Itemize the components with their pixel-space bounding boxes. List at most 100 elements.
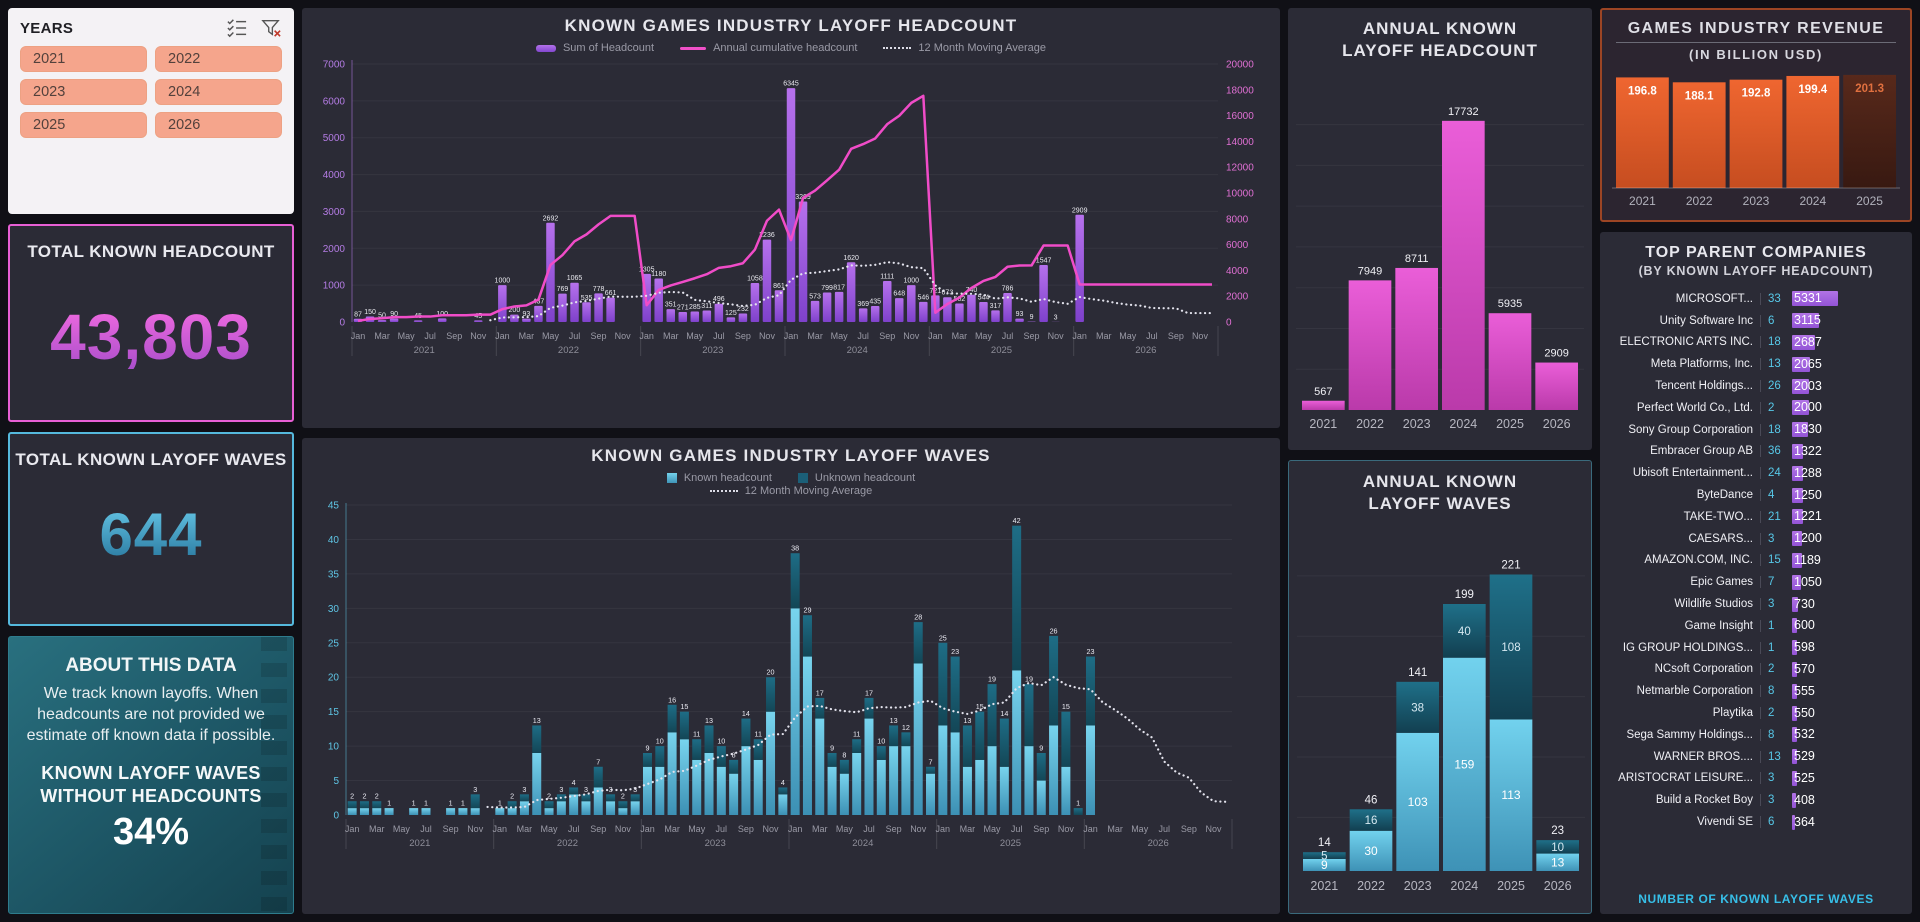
svg-text:14: 14 [1318,837,1331,849]
table-row[interactable]: Playtika 2 550 [1608,702,1904,724]
svg-text:2023: 2023 [702,345,723,356]
svg-text:2026: 2026 [1544,879,1572,893]
about-percentage: 34% [112,811,190,854]
table-row[interactable]: Game Insight 1 600 [1608,615,1904,637]
svg-text:30: 30 [1364,844,1378,858]
table-row[interactable]: Ubisoft Entertainment... 24 1288 [1608,462,1904,484]
svg-text:9: 9 [1321,858,1328,872]
company-headcount-value: 1322 [1794,443,1822,458]
table-row[interactable]: Wildlife Studios 3 730 [1608,593,1904,615]
table-row[interactable]: TAKE-TWO... 21 1221 [1608,506,1904,528]
svg-text:232: 232 [737,306,749,313]
svg-text:Sep: Sep [886,824,902,834]
company-headcount-value: 570 [1794,661,1815,676]
kpi-total-headcount: TOTAL KNOWN HEADCOUNT 43,803 [8,224,294,422]
monthly-headcount-chart[interactable]: 0 1000 2000 3000 4000 5000 6000 7000 0 2000 4000 60… [306,54,1276,395]
legend-swatch [680,46,707,50]
svg-text:Mar: Mar [374,331,390,341]
table-row[interactable]: Netmarble Corporation 8 555 [1608,680,1904,702]
headcount-bar [1792,618,1798,634]
svg-text:1111: 1111 [880,274,894,281]
table-row[interactable]: Tencent Holdings... 26 2003 [1608,375,1904,397]
svg-text:3: 3 [522,785,526,794]
annual-waves-chart[interactable]: 14 9 5 2021 46 30 16 2022 141 103 38 2023 199 159 40 20… [1293,515,1587,920]
table-row[interactable]: ByteDance 4 1250 [1608,484,1904,506]
table-row[interactable]: Sony Group Corporation 18 1830 [1608,419,1904,441]
svg-text:1180: 1180 [651,271,666,278]
table-row[interactable]: Perfect World Co., Ltd. 2 2000 [1608,397,1904,419]
table-row[interactable]: ARISTOCRAT LEISURE... 3 525 [1608,768,1904,790]
company-headcount-value: 525 [1794,770,1815,785]
kpi-total-waves-value: 644 [99,501,203,568]
monthly-waves-chart[interactable]: 0 5 10 15 20 25 30 35 40 45 2 2 2 1 1 1 1 1 3 1 2 3 13 2 3 4 3 7 3 2 3… [306,497,1276,902]
headcount-bar [1792,749,1797,765]
svg-text:103: 103 [1408,795,1428,809]
svg-text:28: 28 [914,613,922,622]
year-button-2023[interactable]: 2023 [20,79,147,105]
revenue-chart[interactable]: 196.8 2021 188.1 2022 192.8 2023 199.4 2024 201.… [1612,62,1900,219]
svg-text:11: 11 [693,730,700,739]
year-button-2024[interactable]: 2024 [155,79,282,105]
monthly-headcount-legend: Sum of Headcount Annual cumulative headco… [306,42,1276,54]
multi-select-icon[interactable] [226,18,248,38]
headcount-bar [1792,661,1797,677]
svg-text:Jul: Jul [713,331,725,341]
table-row[interactable]: WARNER BROS.... 13 529 [1608,746,1904,768]
table-row[interactable]: Embracer Group AB 36 1322 [1608,441,1904,463]
svg-text:661: 661 [605,290,617,297]
svg-text:1: 1 [461,799,465,808]
headcount-bar [1792,378,1810,394]
svg-text:2236: 2236 [759,232,775,239]
table-row[interactable]: Epic Games 7 1050 [1608,571,1904,593]
table-row[interactable]: Build a Rocket Boy 3 408 [1608,789,1904,811]
svg-text:7: 7 [596,757,600,766]
table-row[interactable]: Unity Software Inc 6 3115 [1608,310,1904,332]
svg-text:861: 861 [773,283,785,290]
table-row[interactable]: IG GROUP HOLDINGS... 1 598 [1608,637,1904,659]
svg-text:10: 10 [717,737,725,746]
clear-filter-icon[interactable] [260,18,282,38]
svg-text:2: 2 [547,792,551,801]
year-button-2025[interactable]: 2025 [20,112,147,138]
svg-text:573: 573 [809,293,821,300]
svg-text:Sep: Sep [443,824,459,834]
table-row[interactable]: Sega Sammy Holdings... 8 532 [1608,724,1904,746]
svg-text:2: 2 [510,792,514,801]
table-row[interactable]: MICROSOFT... 33 5331 [1608,288,1904,310]
svg-text:769: 769 [557,286,569,293]
companies-panel: TOP PARENT COMPANIES (BY KNOWN LAYOFF HE… [1600,232,1912,914]
svg-text:221: 221 [1501,560,1520,572]
svg-text:Jul: Jul [1002,331,1014,341]
svg-text:2021: 2021 [409,838,430,849]
table-row[interactable]: Vivendi SE 6 364 [1608,811,1904,833]
svg-text:16: 16 [1365,815,1378,827]
table-row[interactable]: Meta Platforms, Inc. 13 2065 [1608,353,1904,375]
headcount-bar [1792,770,1797,786]
year-button-2022[interactable]: 2022 [155,46,282,72]
table-row[interactable]: ELECTRONIC ARTS INC. 18 2687 [1608,332,1904,354]
legend-item: Sum of Headcount [535,42,654,54]
svg-text:2023: 2023 [1403,417,1431,431]
company-headcount-value: 364 [1794,814,1815,829]
svg-text:Jul: Jul [1159,824,1171,834]
table-row[interactable]: NCsoft Corporation 2 570 [1608,659,1904,681]
table-row[interactable]: CAESARS... 3 1200 [1608,528,1904,550]
annual-headcount-panel: ANNUAL KNOWN LAYOFF HEADCOUNT 567 2021 794… [1288,8,1592,450]
company-headcount-cell: 529 [1792,749,1902,765]
table-row[interactable]: AMAZON.COM, INC. 15 1189 [1608,550,1904,572]
year-button-2026[interactable]: 2026 [155,112,282,138]
svg-text:17: 17 [816,688,824,697]
svg-text:141: 141 [1408,667,1427,679]
svg-text:15: 15 [680,702,688,711]
company-headcount-cell: 1322 [1792,443,1902,459]
company-name: ELECTRONIC ARTS INC. [1619,336,1753,349]
company-name: Sega Sammy Holdings... [1626,728,1753,741]
headcount-bar [1792,727,1797,743]
year-button-2021[interactable]: 2021 [20,46,147,72]
svg-text:50: 50 [378,313,386,320]
annual-headcount-chart[interactable]: 567 2021 7949 2022 8711 2023 17732 2024 5935 2025… [1292,62,1588,453]
svg-text:23: 23 [1551,825,1564,837]
svg-text:45: 45 [328,501,340,512]
revenue-title: GAMES INDUSTRY REVENUE [1616,18,1896,43]
monthly-headcount-panel: KNOWN GAMES INDUSTRY LAYOFF HEADCOUNT Su… [302,8,1280,428]
